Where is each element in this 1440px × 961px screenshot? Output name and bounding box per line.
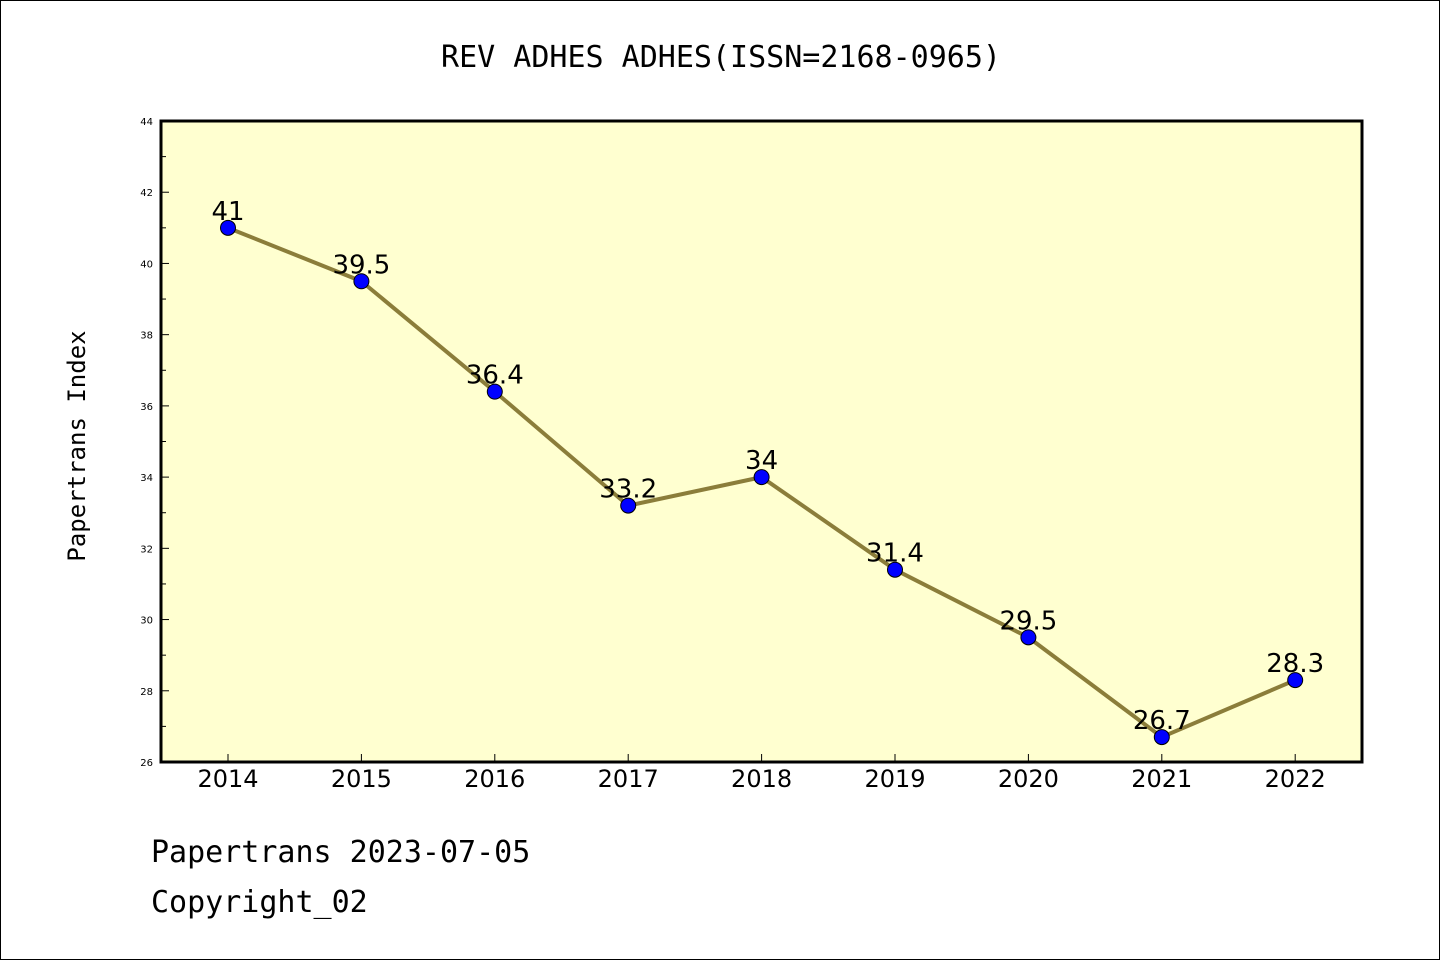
data-point <box>353 273 370 290</box>
data-point <box>753 469 770 486</box>
y-axis: 26 28 30 32 34 36 38 40 42 44 <box>140 117 169 769</box>
y-tick-label: 34 <box>140 473 153 484</box>
y-tick-label: 30 <box>140 616 153 627</box>
x-tick-label: 2017 <box>598 765 659 793</box>
data-point <box>1153 729 1170 746</box>
data-point <box>1287 672 1304 689</box>
y-tick-label: 36 <box>140 402 153 413</box>
y-tick-label: 40 <box>140 259 153 270</box>
data-label: 26.7 <box>1133 706 1191 736</box>
data-label: 33.2 <box>599 475 657 505</box>
data-label: 28.3 <box>1266 649 1324 679</box>
footer-copyright: Copyright_02 <box>151 885 368 920</box>
footer-date: Papertrans 2023-07-05 <box>151 835 531 870</box>
x-tick-label: 2016 <box>464 765 525 793</box>
plot-border <box>159 119 1364 764</box>
data-label: 36.4 <box>466 361 524 391</box>
chart-title: REV ADHES ADHES(ISSN=2168-0965) <box>441 40 1001 75</box>
y-tick-label: 26 <box>140 758 153 769</box>
data-point <box>887 561 903 578</box>
data-point <box>220 219 236 236</box>
y-tick-label: 44 <box>140 117 153 128</box>
y-axis-label: Papertrans Index <box>63 330 91 561</box>
y-tick-label: 32 <box>140 544 153 555</box>
x-tick-label: 2015 <box>331 765 392 793</box>
data-points <box>220 219 1304 746</box>
plot-area <box>161 121 1362 762</box>
data-point <box>486 383 503 400</box>
data-labels: 41 39.5 36.4 33.2 34 31.4 29.5 26.7 28.3 <box>211 197 1324 736</box>
data-point <box>1020 629 1037 646</box>
data-point <box>620 497 637 514</box>
y-tick-label: 42 <box>140 188 153 199</box>
data-label: 29.5 <box>999 606 1057 636</box>
x-tick-label: 2021 <box>1131 765 1192 793</box>
data-label: 39.5 <box>332 250 390 280</box>
x-tick-label: 2022 <box>1265 765 1326 793</box>
y-tick-label: 38 <box>140 331 153 342</box>
x-tick-label: 2018 <box>731 765 792 793</box>
data-label: 41 <box>211 197 244 227</box>
x-tick-label: 2019 <box>864 765 925 793</box>
y-tick-label: 28 <box>140 687 153 698</box>
x-tick-label: 2020 <box>998 765 1059 793</box>
data-label: 31.4 <box>866 539 924 569</box>
x-axis: 2014 2015 2016 2017 2018 2019 2020 2021 2022 <box>197 754 1326 793</box>
x-tick-label: 2014 <box>197 765 258 793</box>
data-label: 34 <box>745 446 778 476</box>
